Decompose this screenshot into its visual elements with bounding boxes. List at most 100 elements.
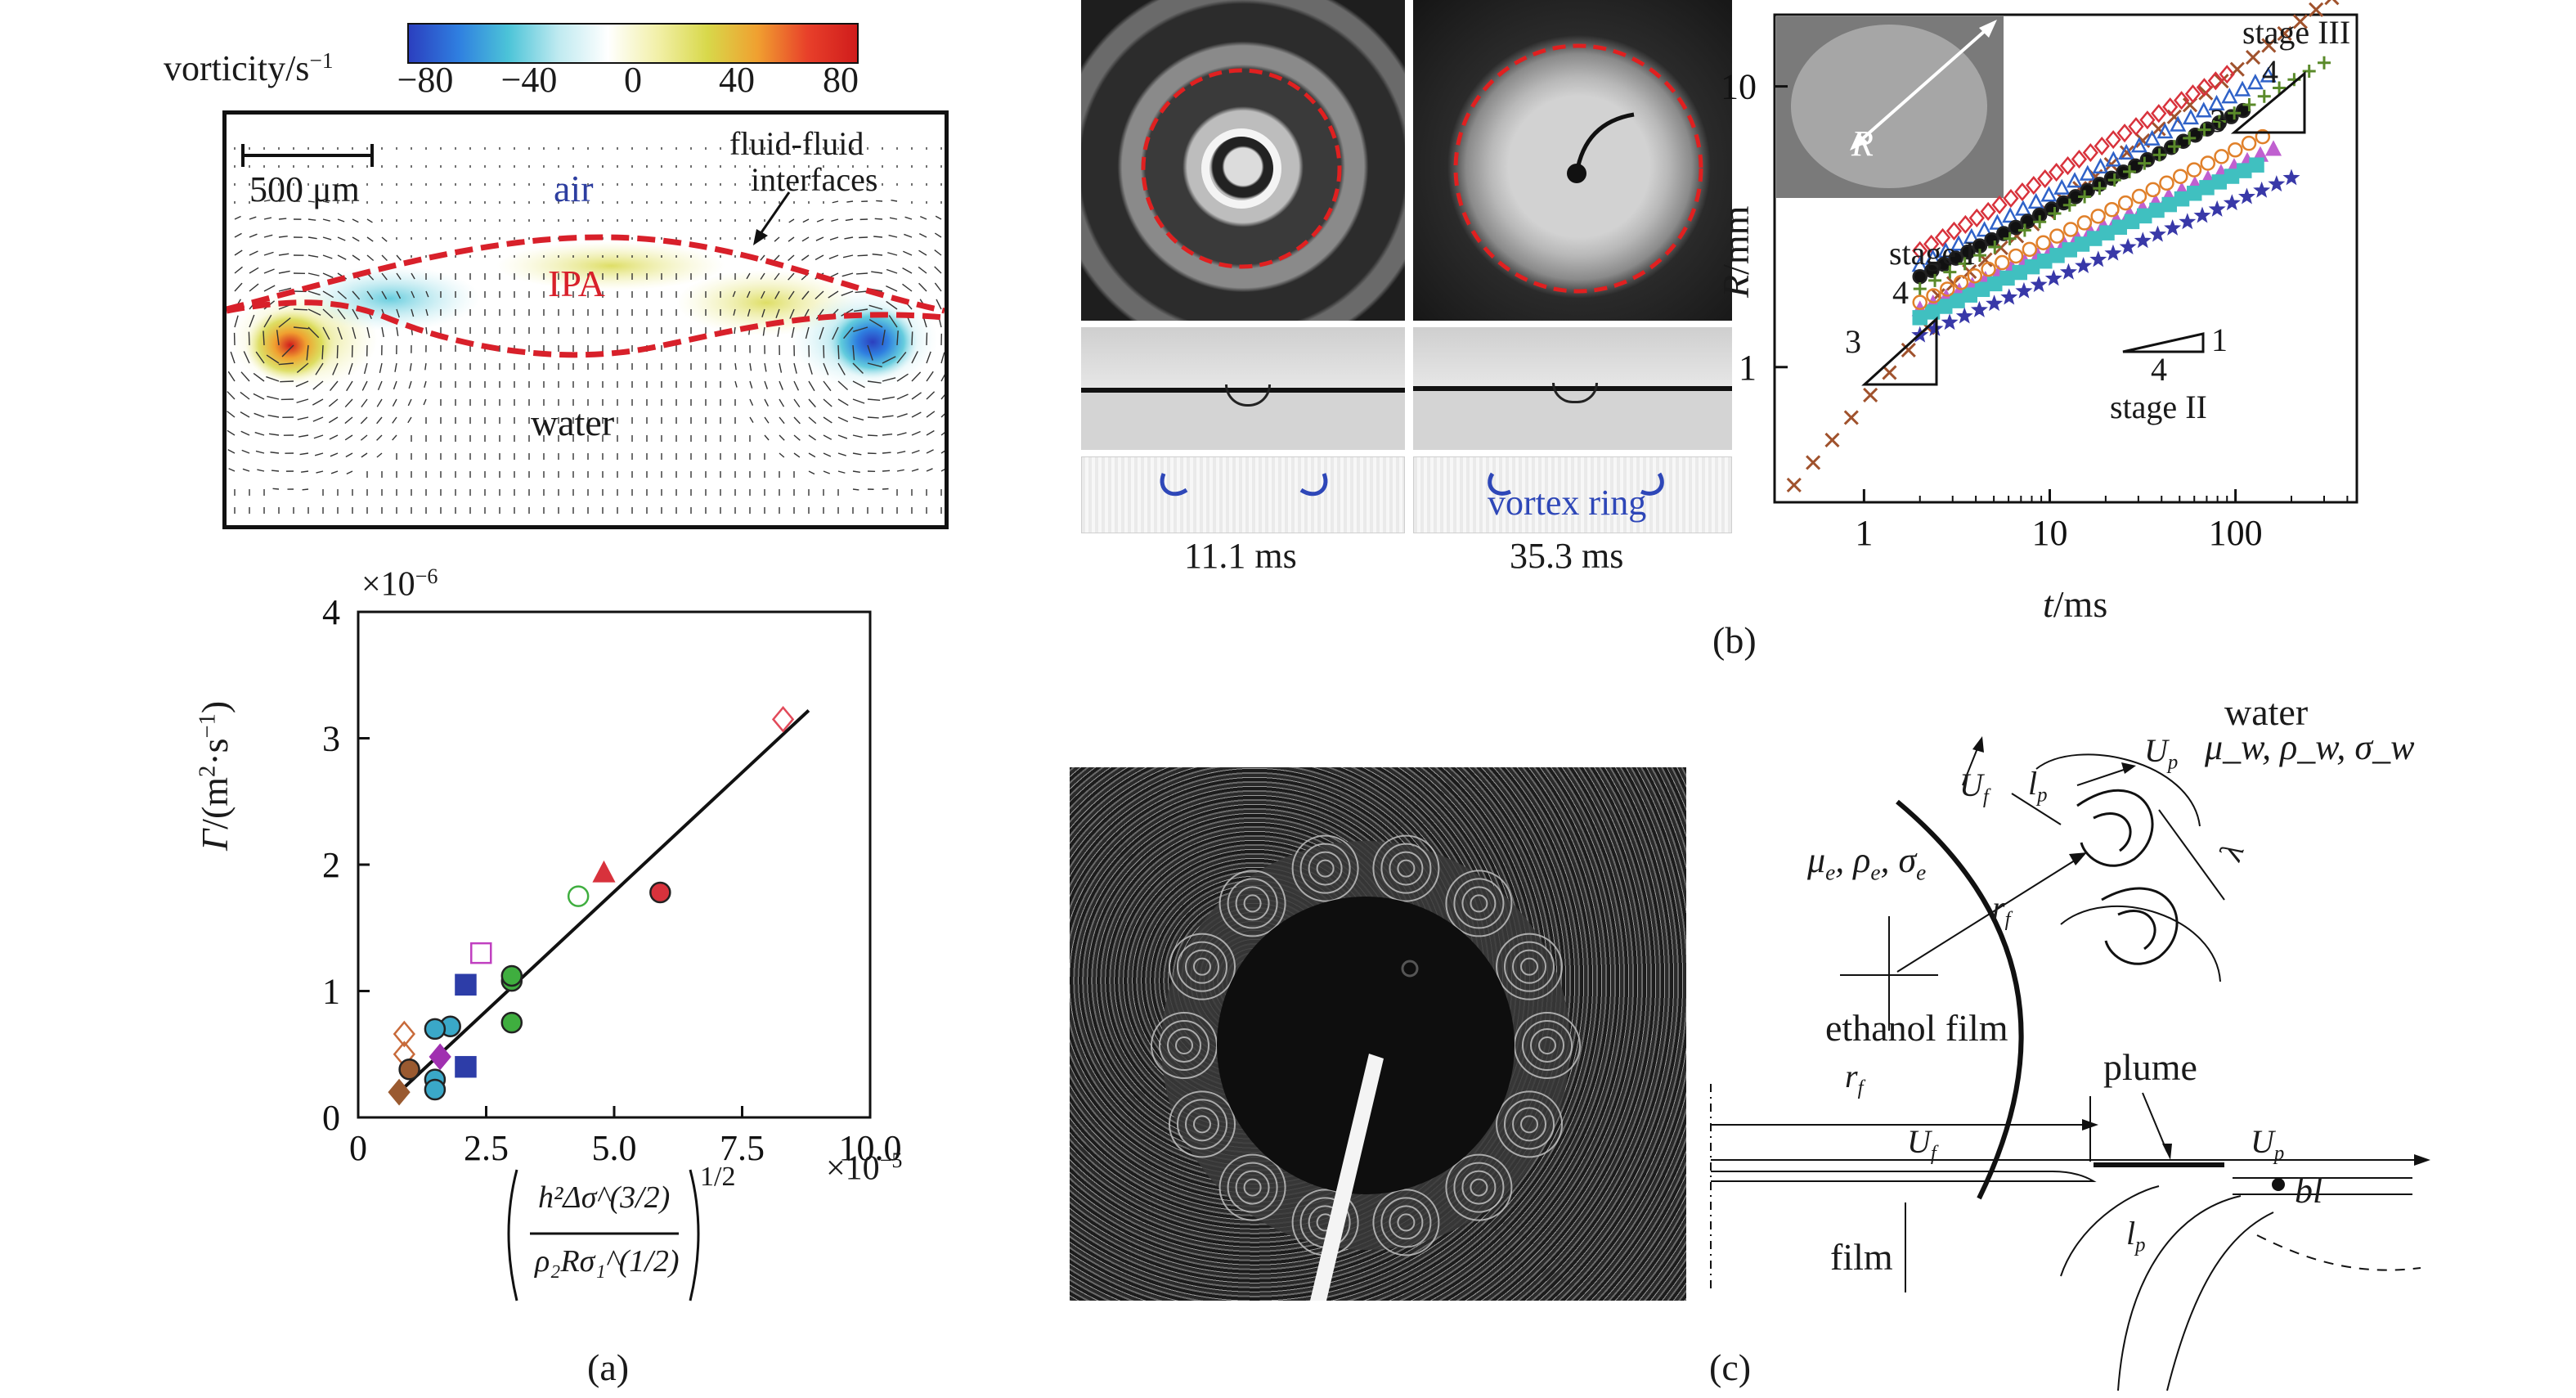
data-point <box>2228 142 2243 158</box>
velocity-vector <box>278 200 285 202</box>
velocity-vector <box>366 254 375 262</box>
velocity-vector <box>249 233 258 238</box>
velocity-vector <box>904 233 913 238</box>
velocity-vector <box>852 398 865 404</box>
velocity-vector <box>321 344 324 360</box>
panel-label-c: (c) <box>1709 1346 1752 1388</box>
axis-ticks: 1 10 100 1 10 <box>1721 67 2349 553</box>
data-point <box>500 964 523 987</box>
data-point <box>1843 410 1859 425</box>
data-point <box>1989 214 2006 230</box>
velocity-vector <box>337 218 345 223</box>
velocity-vector <box>859 236 868 239</box>
velocity-vector <box>774 290 780 299</box>
x-multiplier-text: ×10 <box>826 1149 880 1188</box>
velocity-vector <box>926 411 936 418</box>
data-point <box>1955 307 1973 324</box>
vortex-swirl <box>1445 1153 1513 1221</box>
velocity-vector <box>887 252 898 256</box>
data-point <box>771 705 795 733</box>
velocity-vector <box>307 254 319 258</box>
velocity-vector <box>749 362 752 371</box>
velocity-vector <box>837 470 846 474</box>
velocity-vector <box>749 416 754 424</box>
velocity-vector <box>788 254 795 262</box>
velocity-vector <box>828 290 839 299</box>
data-point <box>2040 186 2058 202</box>
velocity-vector <box>352 290 361 300</box>
velocity-vector <box>249 314 255 328</box>
velocity-vector <box>855 290 868 294</box>
data-point <box>2246 74 2264 90</box>
data-point <box>2219 65 2235 84</box>
velocity-vector <box>297 416 309 420</box>
data-point <box>592 860 616 883</box>
velocity-vector <box>940 450 945 454</box>
data-point <box>2152 148 2166 162</box>
vortex-swirl <box>1372 1189 1440 1256</box>
data-point <box>2003 232 2017 245</box>
data-point <box>2221 88 2238 104</box>
vortex-swirl <box>1227 878 1278 929</box>
vortex-swirl <box>1176 1099 1227 1150</box>
data-point <box>2062 222 2079 237</box>
l-sub: p <box>2037 784 2048 807</box>
data-point <box>2208 200 2226 217</box>
data-point <box>1943 265 1957 279</box>
velocity-vector <box>263 217 272 220</box>
velocity-vector <box>896 393 909 400</box>
vortex-swirl <box>1176 941 1227 992</box>
velocity-vector <box>857 254 868 257</box>
velocity-vector <box>788 218 795 223</box>
needle <box>1310 1054 1384 1301</box>
label-bl: bl <box>2295 1171 2323 1211</box>
data-point <box>1913 282 1927 296</box>
colorbar-tick-label: −80 <box>397 60 454 100</box>
velocity-vector <box>823 398 832 407</box>
velocity-vector <box>280 380 294 383</box>
data-point <box>2241 135 2257 151</box>
velocity-vector <box>882 452 891 454</box>
y-multiplier-exp: −6 <box>415 564 438 588</box>
velocity-vector <box>376 452 383 458</box>
velocity-vector <box>377 380 383 391</box>
velocity-vector <box>361 452 368 458</box>
needle-ring <box>1201 128 1281 209</box>
data-point <box>2200 155 2216 171</box>
photo-side-view-35ms <box>1413 327 1732 450</box>
velocity-vector <box>808 470 815 475</box>
piv-overlay <box>1151 834 1581 1301</box>
velocity-vector <box>920 216 927 220</box>
velocity-vector <box>230 351 236 364</box>
photo-top-view-11ms <box>1081 0 1405 321</box>
velocity-vector <box>815 308 824 320</box>
velocity-vector <box>764 416 770 424</box>
u-sub: f <box>1930 1142 1936 1165</box>
annotation-line-2: interfaces <box>751 161 878 198</box>
y-tick-label: 3 <box>322 719 340 759</box>
velocity-vector <box>793 416 801 425</box>
velocity-vector <box>852 344 855 361</box>
velocity-vector <box>940 432 945 436</box>
velocity-vector <box>267 395 280 400</box>
slope-triangle-stage-2 <box>2122 332 2205 353</box>
data-point <box>2197 123 2211 137</box>
vortex-swirl <box>1159 1020 1209 1071</box>
vortex-swirl <box>1243 1178 1262 1197</box>
slope-triangle-stage-3 <box>2230 70 2306 134</box>
side-view-upper <box>1413 327 1732 386</box>
data-point <box>1934 227 1951 247</box>
velocity-vector <box>886 300 898 310</box>
velocity-vector <box>815 290 824 299</box>
velocity-vector <box>425 326 428 335</box>
velocity-vector <box>872 253 883 256</box>
velocity-vector <box>918 249 927 256</box>
u-symbol: U <box>1959 766 1983 803</box>
velocity-vector <box>299 452 309 456</box>
velocity-vector <box>240 371 250 382</box>
velocity-vector <box>312 380 324 390</box>
velocity-vector <box>322 200 330 204</box>
label-ethanol-props: μe, ρe, σe <box>1807 840 1927 885</box>
data-point <box>2049 228 2065 244</box>
